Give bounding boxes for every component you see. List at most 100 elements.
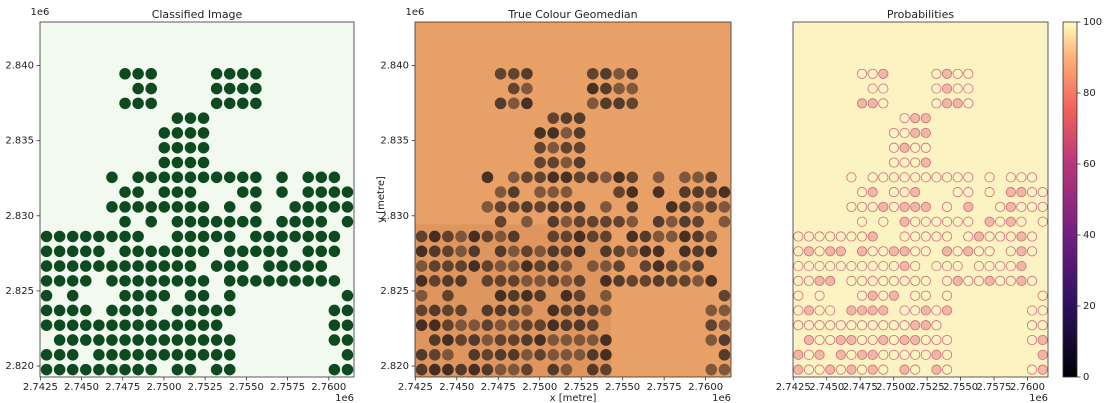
field-pivot <box>455 305 467 317</box>
field-pivot <box>879 335 888 344</box>
field-pivot <box>172 142 184 154</box>
field-pivot <box>302 216 314 228</box>
field-pivot <box>879 306 888 315</box>
field-pivot <box>508 231 520 243</box>
field-pivot <box>508 68 520 80</box>
field-pivot <box>561 201 573 213</box>
field-pivot <box>482 231 494 243</box>
field-pivot <box>289 216 301 228</box>
field-pivot <box>185 305 197 317</box>
field-pivot <box>847 306 856 315</box>
field-pivot <box>80 246 92 258</box>
field-pivot <box>41 290 53 302</box>
field-pivot <box>508 275 520 287</box>
field-pivot <box>119 246 131 258</box>
field-pivot <box>547 305 559 317</box>
field-pivot <box>942 99 951 108</box>
field-pivot <box>626 186 638 198</box>
field-pivot <box>250 216 262 228</box>
field-pivot <box>416 231 428 243</box>
field-pivot <box>640 260 652 272</box>
field-pivot <box>857 99 866 108</box>
field-pivot <box>329 334 341 346</box>
field-pivot <box>868 350 877 359</box>
field-pivot <box>900 365 909 374</box>
field-pivot <box>857 247 866 256</box>
field-pivot <box>455 231 467 243</box>
field-pivot <box>547 127 559 139</box>
field-pivot <box>159 127 171 139</box>
colorbar <box>1063 22 1077 377</box>
field-pivot <box>679 186 691 198</box>
field-pivot <box>574 142 586 154</box>
field-pivot <box>302 172 314 184</box>
field-pivot <box>106 319 118 331</box>
field-pivot <box>482 349 494 361</box>
field-pivot <box>224 216 236 228</box>
x-tick-label: 2.7550 <box>229 382 264 393</box>
field-pivot <box>67 246 79 258</box>
field-pivot <box>942 84 951 93</box>
field-pivot <box>561 216 573 228</box>
field-pivot <box>185 290 197 302</box>
field-pivot <box>547 349 559 361</box>
field-pivot <box>534 260 546 272</box>
field-pivot <box>600 83 612 95</box>
field-pivot <box>159 186 171 198</box>
field-pivot <box>224 231 236 243</box>
field-pivot <box>653 260 665 272</box>
x-offset-label: 1e6 <box>712 393 731 403</box>
field-pivot <box>847 365 856 374</box>
y-tick-label: 2.840 <box>380 61 409 72</box>
field-pivot <box>653 172 665 184</box>
field-pivot <box>692 186 704 198</box>
field-pivot <box>106 334 118 346</box>
panel-title: True Colour Geomedian <box>507 8 637 21</box>
field-pivot <box>93 246 105 258</box>
field-pivot <box>692 172 704 184</box>
field-pivot <box>719 216 731 228</box>
field-pivot <box>250 98 262 110</box>
field-pivot <box>119 334 131 346</box>
field-pivot <box>921 158 930 167</box>
field-pivot <box>495 290 507 302</box>
field-pivot <box>224 305 236 317</box>
field-pivot <box>250 246 262 258</box>
field-pivot <box>508 98 520 110</box>
field-pivot <box>80 334 92 346</box>
field-pivot <box>442 319 454 331</box>
field-pivot <box>613 216 625 228</box>
field-pivot <box>455 319 467 331</box>
field-pivot <box>508 305 520 317</box>
field-pivot <box>455 275 467 287</box>
field-pivot <box>600 231 612 243</box>
field-pivot <box>942 69 951 78</box>
field-pivot <box>521 172 533 184</box>
field-pivot <box>495 186 507 198</box>
field-pivot <box>521 319 533 331</box>
field-pivot <box>429 364 441 376</box>
field-pivot <box>263 260 275 272</box>
field-pivot <box>1017 276 1026 285</box>
field-pivot <box>719 319 731 331</box>
field-pivot <box>921 306 930 315</box>
x-tick-label: 2.7450 <box>439 382 474 393</box>
field-pivot <box>211 216 223 228</box>
colorbar-tick-label: 40 <box>1083 230 1096 241</box>
field-pivot <box>342 319 354 331</box>
field-pivot <box>316 172 328 184</box>
field-pivot <box>185 231 197 243</box>
field-pivot <box>1006 187 1015 196</box>
field-pivot <box>106 201 118 213</box>
field-pivot <box>416 305 428 317</box>
field-pivot <box>416 364 428 376</box>
field-pivot <box>482 364 494 376</box>
field-pivot <box>185 172 197 184</box>
field-pivot <box>185 127 197 139</box>
field-pivot <box>342 334 354 346</box>
field-pivot <box>132 275 144 287</box>
field-pivot <box>172 231 184 243</box>
field-pivot <box>666 275 678 287</box>
field-pivot <box>93 364 105 376</box>
field-pivot <box>442 364 454 376</box>
